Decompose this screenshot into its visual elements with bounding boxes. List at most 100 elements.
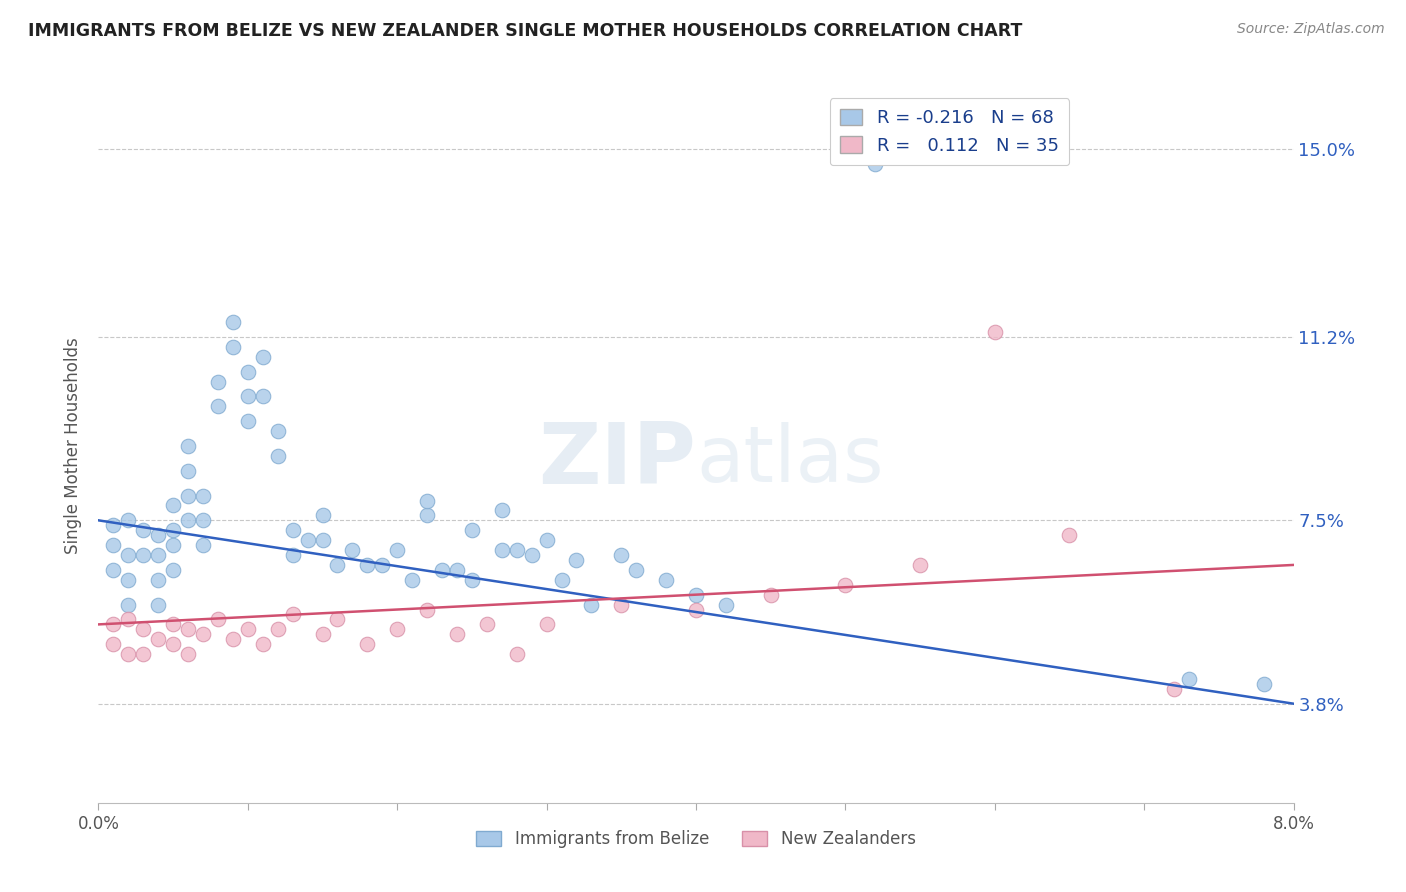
Point [117, 548, 139, 562]
Point [506, 647, 529, 661]
Text: Source: ZipAtlas.com: Source: ZipAtlas.com [1237, 22, 1385, 37]
Point [177, 647, 200, 661]
Point [222, 315, 245, 329]
Point [117, 612, 139, 626]
Point [236, 623, 259, 637]
Point [132, 623, 155, 637]
Point [177, 464, 200, 478]
Point [311, 508, 333, 523]
Point [714, 598, 737, 612]
Point [117, 573, 139, 587]
Point [655, 573, 678, 587]
Point [834, 578, 856, 592]
Y-axis label: Single Mother Households: Single Mother Households [65, 338, 83, 554]
Point [446, 563, 468, 577]
Point [371, 558, 394, 572]
Point [177, 439, 200, 453]
Point [520, 548, 543, 562]
Point [416, 493, 439, 508]
Point [162, 523, 184, 537]
Point [132, 647, 155, 661]
Point [281, 548, 304, 562]
Point [148, 598, 170, 612]
Point [162, 637, 184, 651]
Point [685, 588, 707, 602]
Point [103, 617, 125, 632]
Point [207, 400, 229, 414]
Point [416, 602, 439, 616]
Point [207, 375, 229, 389]
Point [103, 518, 125, 533]
Text: IMMIGRANTS FROM BELIZE VS NEW ZEALANDER SINGLE MOTHER HOUSEHOLDS CORRELATION CHA: IMMIGRANTS FROM BELIZE VS NEW ZEALANDER … [28, 22, 1022, 40]
Point [581, 598, 603, 612]
Point [267, 623, 290, 637]
Point [132, 523, 155, 537]
Point [311, 627, 333, 641]
Point [461, 573, 484, 587]
Point [550, 573, 572, 587]
Point [103, 563, 125, 577]
Point [610, 548, 633, 562]
Point [236, 414, 259, 428]
Point [191, 538, 214, 552]
Point [984, 325, 1007, 339]
Point [311, 533, 333, 548]
Point [416, 508, 439, 523]
Point [297, 533, 319, 548]
Point [252, 637, 274, 651]
Point [685, 602, 707, 616]
Point [191, 489, 214, 503]
Point [191, 513, 214, 527]
Point [177, 489, 200, 503]
Point [236, 365, 259, 379]
Point [148, 548, 170, 562]
Point [1178, 672, 1201, 686]
Point [207, 612, 229, 626]
Point [356, 637, 378, 651]
Text: atlas: atlas [696, 422, 883, 499]
Point [267, 449, 290, 463]
Point [162, 538, 184, 552]
Point [162, 617, 184, 632]
Point [326, 558, 349, 572]
Point [908, 558, 931, 572]
Point [148, 632, 170, 647]
Point [148, 573, 170, 587]
Text: ZIP: ZIP [538, 418, 696, 502]
Point [117, 513, 139, 527]
Point [536, 533, 558, 548]
Point [491, 543, 513, 558]
Point [222, 632, 245, 647]
Point [177, 513, 200, 527]
Point [281, 607, 304, 622]
Point [326, 612, 349, 626]
Point [162, 563, 184, 577]
Point [148, 528, 170, 542]
Point [132, 548, 155, 562]
Point [162, 499, 184, 513]
Point [252, 350, 274, 364]
Point [759, 588, 782, 602]
Point [177, 623, 200, 637]
Point [401, 573, 423, 587]
Point [491, 503, 513, 517]
Point [565, 553, 588, 567]
Point [1253, 677, 1275, 691]
Point [236, 389, 259, 403]
Point [267, 424, 290, 438]
Point [222, 340, 245, 354]
Point [281, 523, 304, 537]
Point [117, 598, 139, 612]
Point [103, 538, 125, 552]
Point [385, 623, 409, 637]
Point [191, 627, 214, 641]
Point [610, 598, 633, 612]
Point [385, 543, 409, 558]
Point [430, 563, 453, 577]
Point [506, 543, 529, 558]
Point [475, 617, 498, 632]
Point [1059, 528, 1081, 542]
Point [117, 647, 139, 661]
Point [865, 156, 887, 170]
Point [446, 627, 468, 641]
